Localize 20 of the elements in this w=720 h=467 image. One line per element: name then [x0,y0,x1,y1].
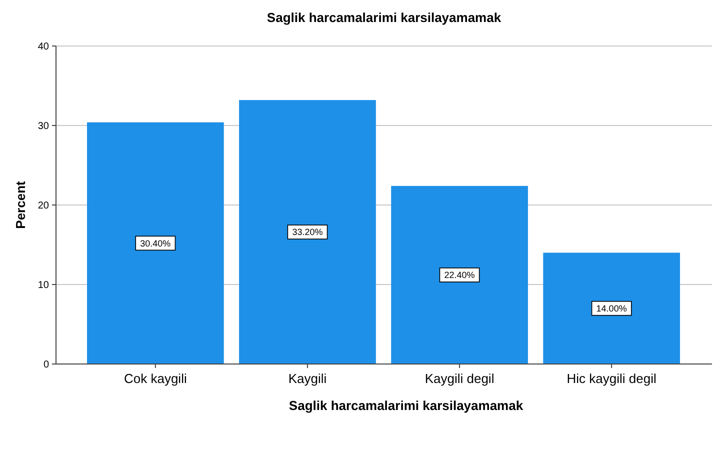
x-axis-title: Saglik harcamalarimi karsilayamamak [288,398,524,413]
bar [87,122,224,364]
y-tick-label: 40 [38,42,50,52]
x-tick-label: Cok kaygili [124,371,187,386]
bar [239,100,376,364]
y-tick-label: 20 [38,200,50,212]
y-tick-label: 0 [43,360,50,370]
bar [391,186,528,364]
chart-title: Saglik harcamalarimi karsilayamamak [266,10,502,25]
y-tick-label: 30 [38,121,50,132]
data-label: 33.20% [292,227,323,238]
y-tick-label: 10 [38,280,50,291]
x-tick-label: Hic kaygili degil [566,371,656,386]
data-label: 30.40% [140,238,171,248]
x-tick-label: Kaygili degil [424,371,494,386]
data-label: 14.00% [596,304,627,314]
data-label: 22.40% [444,270,475,280]
y-axis-title: Percent [13,180,28,229]
x-tick-label: Kaygili [288,371,327,386]
bar [543,252,680,364]
